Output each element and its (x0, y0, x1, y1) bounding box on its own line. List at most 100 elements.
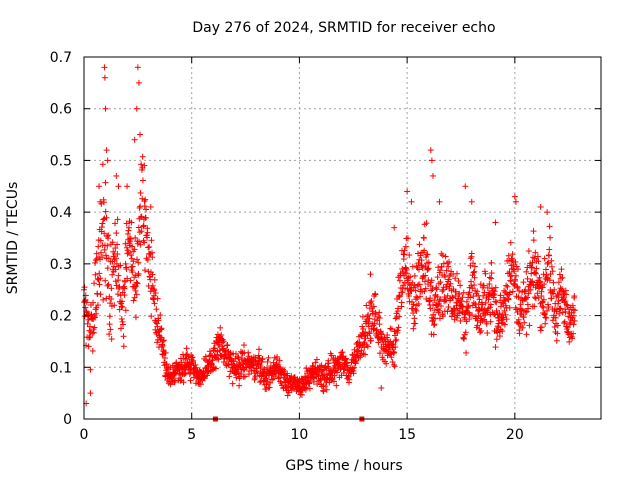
data-point (323, 371, 330, 378)
data-point (541, 311, 548, 318)
data-point (409, 305, 416, 312)
y-tick-label: 0.6 (50, 102, 72, 118)
data-point (376, 309, 383, 316)
data-point (363, 302, 370, 309)
data-point (520, 279, 527, 286)
data-point (212, 365, 219, 372)
data-point (378, 330, 385, 337)
data-point (370, 303, 377, 310)
data-point (551, 286, 558, 293)
data-point (535, 258, 542, 265)
x-tick-label: 20 (506, 427, 524, 443)
data-point (175, 362, 182, 369)
data-point (548, 263, 555, 270)
data-point (367, 299, 374, 306)
data-point (89, 347, 96, 354)
data-point (223, 342, 230, 349)
data-point (185, 353, 192, 360)
data-point (376, 321, 383, 328)
data-point (401, 272, 408, 279)
data-point (107, 326, 114, 333)
data-point (391, 349, 398, 356)
data-point (560, 294, 567, 301)
data-point (569, 335, 576, 342)
data-point (376, 315, 383, 322)
data-point (103, 147, 110, 154)
data-point (373, 326, 380, 333)
data-point (505, 296, 512, 303)
data-point (118, 298, 125, 305)
data-point (437, 296, 444, 303)
data-point (488, 275, 495, 282)
data-point (503, 316, 510, 323)
data-point (126, 235, 133, 242)
data-point (555, 291, 562, 298)
data-point (120, 284, 127, 291)
data-point (310, 363, 317, 370)
data-point (441, 294, 448, 301)
data-point (539, 284, 546, 291)
data-point (159, 338, 166, 345)
data-point (502, 298, 509, 305)
data-point (429, 172, 436, 179)
data-point (487, 304, 494, 311)
data-point (492, 219, 499, 226)
data-point (101, 230, 108, 237)
data-point (527, 286, 534, 293)
data-point (276, 364, 283, 371)
data-point (100, 296, 107, 303)
data-point (457, 317, 464, 324)
data-point (410, 310, 417, 317)
data-point (445, 276, 452, 283)
data-point (554, 330, 561, 337)
data-point (131, 136, 138, 143)
data-point (542, 314, 549, 321)
y-tick-label: 0 (63, 412, 72, 428)
data-point (483, 320, 490, 327)
data-point (360, 325, 367, 332)
data-point (496, 333, 503, 340)
data-point (462, 183, 469, 190)
data-point (264, 358, 271, 365)
data-point (567, 319, 574, 326)
data-point (121, 292, 128, 299)
data-point (541, 281, 548, 288)
data-point (523, 268, 530, 275)
data-point (158, 326, 165, 333)
data-point (137, 189, 144, 196)
data-point (465, 302, 472, 309)
data-point (180, 379, 187, 386)
data-point (331, 372, 338, 379)
data-point (122, 240, 129, 247)
data-point (424, 251, 431, 258)
data-point (135, 79, 142, 86)
data-point (91, 324, 98, 331)
data-point (444, 292, 451, 299)
data-point (138, 161, 145, 168)
data-point (525, 290, 532, 297)
data-point (225, 361, 232, 368)
data-point (492, 284, 499, 291)
data-point (463, 349, 470, 356)
data-point (118, 315, 125, 322)
data-point (495, 315, 502, 322)
data-point (417, 293, 424, 300)
data-point (131, 246, 138, 253)
data-point (266, 384, 273, 391)
data-point (232, 350, 239, 357)
data-point (125, 227, 132, 234)
data-point (439, 252, 446, 259)
data-point (217, 324, 224, 331)
data-point (562, 308, 569, 315)
data-point (132, 287, 139, 294)
data-point (455, 278, 462, 285)
data-point (190, 357, 197, 364)
data-point (96, 281, 103, 288)
data-point (396, 293, 403, 300)
data-point (516, 287, 523, 294)
data-point (153, 306, 160, 313)
data-point (220, 345, 227, 352)
data-point (480, 282, 487, 289)
x-tick-label: 5 (187, 427, 196, 443)
